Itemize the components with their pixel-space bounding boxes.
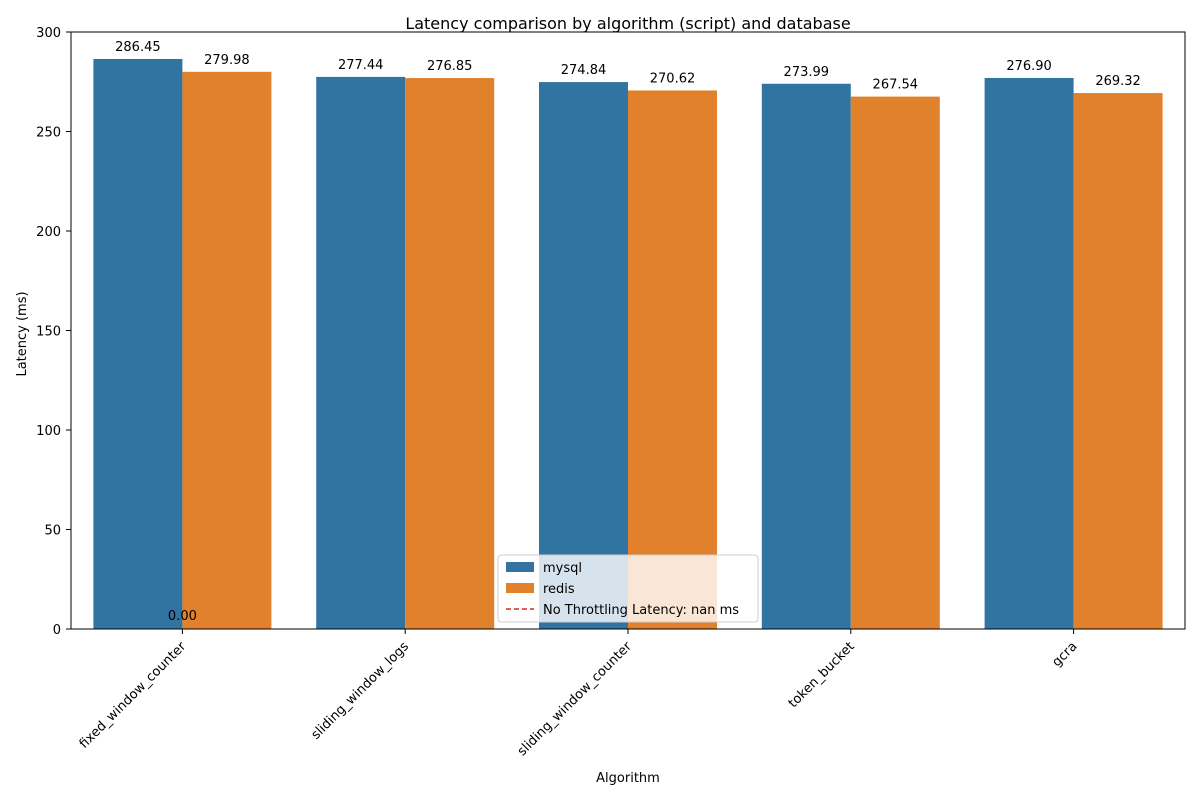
- legend-swatch-mysql: [506, 562, 534, 572]
- bar-mysql-token_bucket: [761, 83, 851, 630]
- y-tick-label: 100: [36, 424, 61, 439]
- zero-value-label: 0.00: [168, 609, 197, 624]
- y-axis-title: Latency (ms): [15, 291, 30, 376]
- x-axis: fixed_window_counter sliding_window_logs s…: [77, 629, 1081, 759]
- x-axis-title: Algorithm: [596, 771, 660, 786]
- bar-value-label: 286.45: [115, 40, 161, 55]
- legend-label-redis: redis: [543, 582, 575, 597]
- y-tick-label: 200: [36, 225, 61, 240]
- bar-value-label: 269.32: [1095, 74, 1141, 89]
- y-tick-label: 0: [53, 623, 61, 638]
- bar-value-label: 267.54: [873, 78, 919, 93]
- y-tick-label: 150: [36, 325, 61, 340]
- y-tick-label: 300: [36, 26, 61, 41]
- y-tick-label: 50: [44, 524, 61, 539]
- y-axis: 0 50 100 150 200 250 300: [36, 26, 71, 638]
- bar-value-label: 273.99: [784, 65, 830, 80]
- chart-title: Latency comparison by algorithm (script)…: [405, 14, 850, 33]
- x-tick-label: fixed_window_counter: [77, 639, 190, 752]
- x-tick-label: sliding_window_counter: [515, 639, 635, 759]
- legend-label-reference-line: No Throttling Latency: nan ms: [543, 603, 739, 618]
- bar-redis-fixed_window_counter: [182, 71, 272, 630]
- x-tick-label: gcra: [1050, 639, 1081, 670]
- plot-area: 286.45 279.98 277.44 276.85 274.84 270.62 273.…: [70, 31, 1186, 630]
- bar-mysql-sliding_window_counter: [539, 82, 628, 629]
- legend: mysql redis No Throttling Latency: nan ms: [497, 554, 759, 623]
- legend-swatch-redis: [506, 583, 534, 593]
- bar-redis-token_bucket: [850, 96, 940, 629]
- bar-mysql-fixed_window_counter: [93, 58, 183, 630]
- bar-value-label: 279.98: [204, 53, 250, 68]
- bar-redis-sliding_window_counter: [628, 90, 717, 630]
- y-tick-label: 250: [36, 126, 61, 141]
- legend-box: [497, 554, 759, 623]
- x-tick-label: token_bucket: [786, 639, 858, 711]
- bar-mysql-gcra: [984, 77, 1074, 630]
- bar-value-label: 276.85: [427, 59, 473, 74]
- bar-value-label: 274.84: [561, 63, 607, 78]
- bar-redis-gcra: [1073, 93, 1163, 629]
- legend-label-mysql: mysql: [543, 561, 582, 576]
- bar-value-label: 277.44: [338, 58, 384, 73]
- x-tick-label: sliding_window_logs: [309, 639, 413, 743]
- bar-mysql-sliding_window_logs: [316, 76, 406, 629]
- bar-value-label: 276.90: [1006, 59, 1052, 74]
- bar-value-label: 270.62: [650, 71, 696, 86]
- bar-redis-sliding_window_logs: [405, 78, 495, 630]
